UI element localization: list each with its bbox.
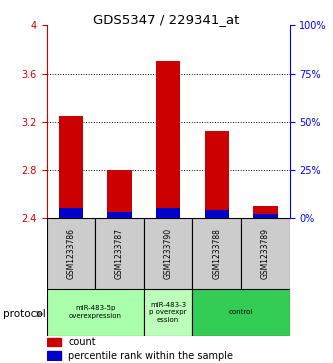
Text: control: control	[229, 309, 253, 315]
Bar	[253, 206, 278, 218]
Bar	[47, 218, 95, 289]
Bar	[241, 218, 290, 289]
Bar	[59, 208, 83, 218]
Text: GDS5347 / 229341_at: GDS5347 / 229341_at	[93, 13, 240, 26]
Bar	[144, 218, 192, 289]
Bar	[47, 289, 144, 336]
Bar	[156, 208, 180, 218]
Text: percentile rank within the sample: percentile rank within the sample	[69, 351, 233, 361]
Text: GSM1233786: GSM1233786	[66, 228, 76, 279]
Text: miR-483-3
p overexpr
ession: miR-483-3 p overexpr ession	[150, 302, 187, 323]
Bar	[107, 212, 132, 218]
Bar	[204, 131, 229, 218]
Bar	[156, 61, 180, 218]
Text: protocol: protocol	[3, 309, 46, 319]
Text: GSM1233787: GSM1233787	[115, 228, 124, 279]
Text: miR-483-5p
overexpression: miR-483-5p overexpression	[69, 305, 122, 319]
Text: GSM1233790: GSM1233790	[164, 228, 173, 279]
Bar	[47, 338, 61, 346]
Bar	[192, 218, 241, 289]
Text: GSM1233789: GSM1233789	[261, 228, 270, 279]
Bar	[59, 115, 83, 218]
Bar	[204, 210, 229, 218]
Text: count: count	[69, 337, 96, 347]
Bar	[107, 170, 132, 218]
Bar	[253, 214, 278, 218]
Text: GSM1233788: GSM1233788	[212, 228, 221, 279]
Bar	[192, 289, 290, 336]
Bar	[47, 351, 61, 360]
Bar	[144, 289, 192, 336]
Bar	[95, 218, 144, 289]
